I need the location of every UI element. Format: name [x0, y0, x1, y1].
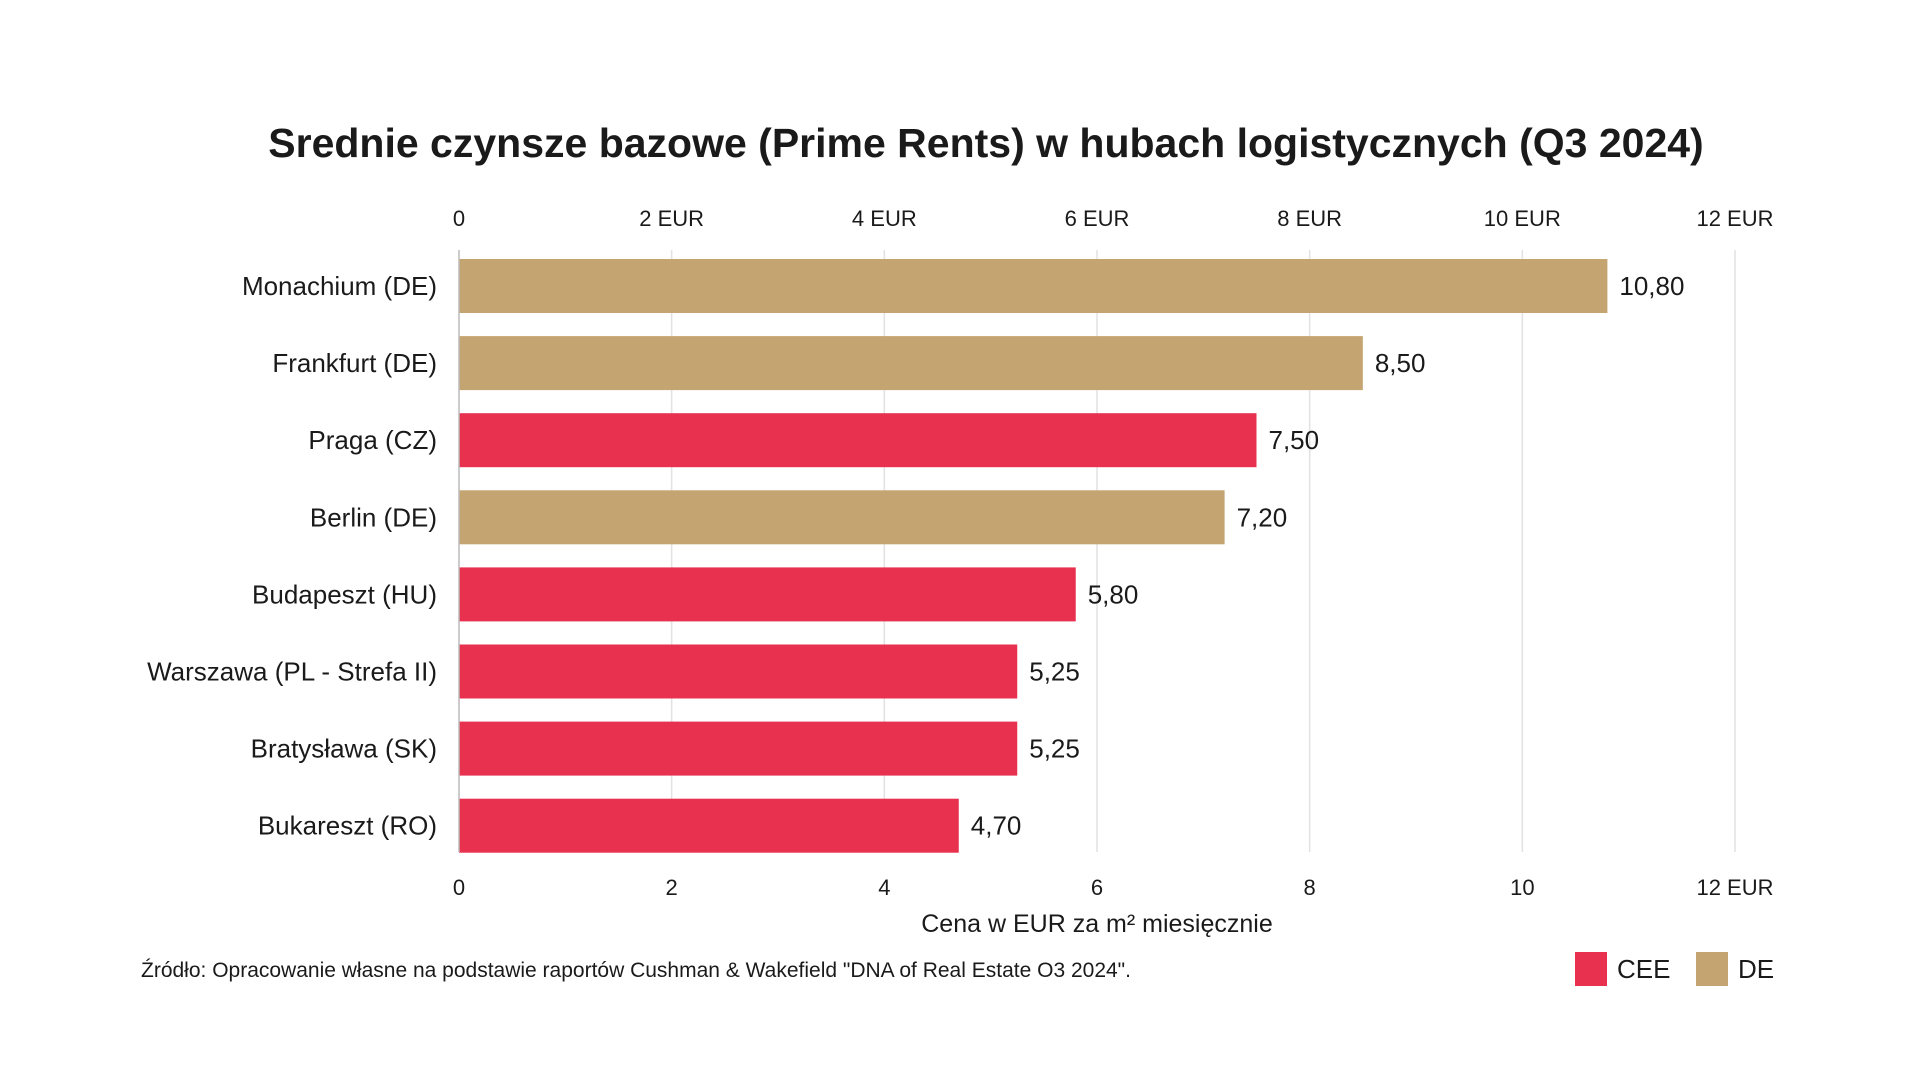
- bar: [459, 336, 1363, 391]
- bottom-tick-label: 0: [453, 875, 465, 900]
- bar: [459, 490, 1225, 545]
- top-tick-label: 0: [453, 206, 465, 231]
- x-axis-label: Cena w EUR za m² miesięcznie: [921, 910, 1273, 938]
- value-label: 5,25: [1029, 657, 1080, 687]
- value-label: 10,80: [1619, 271, 1684, 301]
- top-tick-label: 12 EUR: [1696, 206, 1773, 231]
- legend-swatch: [1575, 952, 1607, 986]
- category-label: Bratysława (SK): [251, 734, 437, 764]
- category-label: Frankfurt (DE): [272, 348, 437, 378]
- chart-title: Srednie czynsze bazowe (Prime Rents) w h…: [268, 120, 1703, 166]
- bars: Monachium (DE) 10,80 Frankfurt (DE) 8,50 Pra…: [147, 259, 1684, 853]
- bottom-axis: 0 2 4 6 8 10 12 EUR: [453, 875, 1774, 900]
- source-note: Źródło: Opracowanie własne na podstawie …: [141, 959, 1131, 982]
- legend-label: CEE: [1617, 954, 1670, 984]
- bar: [459, 259, 1608, 313]
- bottom-tick-label: 8: [1304, 875, 1316, 900]
- bottom-tick-label: 2: [666, 875, 678, 900]
- top-axis: 0 2 EUR 4 EUR 6 EUR 8 EUR 10 EUR 12 EUR: [453, 206, 1774, 231]
- value-label: 7,20: [1237, 502, 1288, 532]
- top-tick-label: 2 EUR: [639, 206, 704, 231]
- top-tick-label: 4 EUR: [852, 206, 917, 231]
- category-label: Budapeszt (HU): [252, 579, 437, 609]
- value-label: 8,50: [1375, 348, 1426, 378]
- category-label: Berlin (DE): [310, 502, 437, 532]
- category-label: Warszawa (PL - Strefa II): [147, 657, 437, 687]
- legend-swatch: [1696, 952, 1728, 986]
- category-label: Monachium (DE): [242, 271, 437, 301]
- bar: [459, 413, 1257, 468]
- bottom-tick-label: 4: [878, 875, 890, 900]
- top-tick-label: 10 EUR: [1484, 206, 1561, 231]
- bar: [459, 721, 1018, 776]
- bar: [459, 644, 1018, 699]
- legend-label: DE: [1738, 954, 1774, 984]
- top-tick-label: 8 EUR: [1277, 206, 1342, 231]
- category-label: Bukareszt (RO): [258, 811, 437, 841]
- value-label: 5,25: [1029, 734, 1080, 764]
- value-label: 4,70: [971, 811, 1022, 841]
- value-label: 7,50: [1269, 425, 1320, 455]
- top-tick-label: 6 EUR: [1065, 206, 1130, 231]
- bottom-tick-label: 12 EUR: [1696, 875, 1773, 900]
- value-label: 5,80: [1088, 579, 1139, 609]
- category-label: Praga (CZ): [308, 425, 437, 455]
- bottom-tick-label: 6: [1091, 875, 1103, 900]
- legend: CEE DE: [1575, 952, 1774, 986]
- bar: [459, 798, 959, 853]
- bottom-tick-label: 10: [1510, 875, 1534, 900]
- bar: [459, 567, 1076, 622]
